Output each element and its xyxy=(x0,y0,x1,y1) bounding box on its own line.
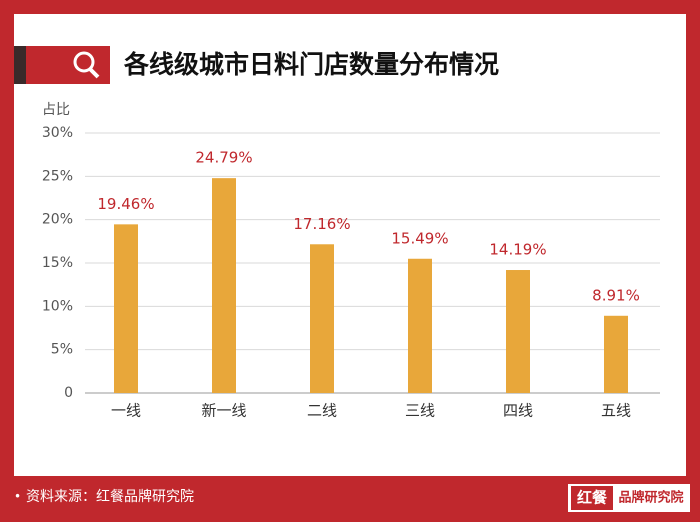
x-tick-label: 新一线 xyxy=(201,402,246,420)
y-axis-label: 占比 xyxy=(42,102,70,118)
x-tick-label: 二线 xyxy=(307,402,337,420)
y-tick-label: 10% xyxy=(42,298,73,314)
y-tick-label: 5% xyxy=(51,342,73,358)
x-tick-label: 五线 xyxy=(601,402,631,420)
value-label: 17.16% xyxy=(293,215,350,233)
y-tick-label: 15% xyxy=(42,255,73,271)
value-label: 19.46% xyxy=(97,195,154,213)
chart-title: 各线级城市日料门店数量分布情况 xyxy=(123,50,499,79)
value-label: 8.91% xyxy=(592,286,640,304)
x-tick-label: 三线 xyxy=(405,402,435,420)
bar xyxy=(114,224,138,393)
logo-mark: 红餐 xyxy=(577,489,608,507)
value-label: 14.19% xyxy=(489,241,546,259)
y-tick-label: 25% xyxy=(42,168,73,184)
source: 资料来源：红餐品牌研究院 xyxy=(26,488,194,505)
y-tick-label: 0 xyxy=(64,385,73,401)
logo-mark-bg xyxy=(571,486,613,510)
search-icon xyxy=(73,51,100,79)
bar xyxy=(506,270,530,393)
x-tick-label: 一线 xyxy=(111,402,141,420)
bar xyxy=(212,178,236,393)
title-band xyxy=(26,46,110,84)
value-label: 24.79% xyxy=(195,149,252,167)
bar xyxy=(604,315,628,393)
bar xyxy=(408,258,432,393)
x-tick-label: 四线 xyxy=(503,402,533,420)
y-tick-label: 30% xyxy=(42,125,73,141)
title-block xyxy=(14,46,26,84)
y-tick-label: 20% xyxy=(42,212,73,228)
value-label: 15.49% xyxy=(391,229,448,247)
bar xyxy=(310,244,334,393)
logo-text: 品牌研究院 xyxy=(618,490,683,506)
bullet: • xyxy=(14,490,21,504)
